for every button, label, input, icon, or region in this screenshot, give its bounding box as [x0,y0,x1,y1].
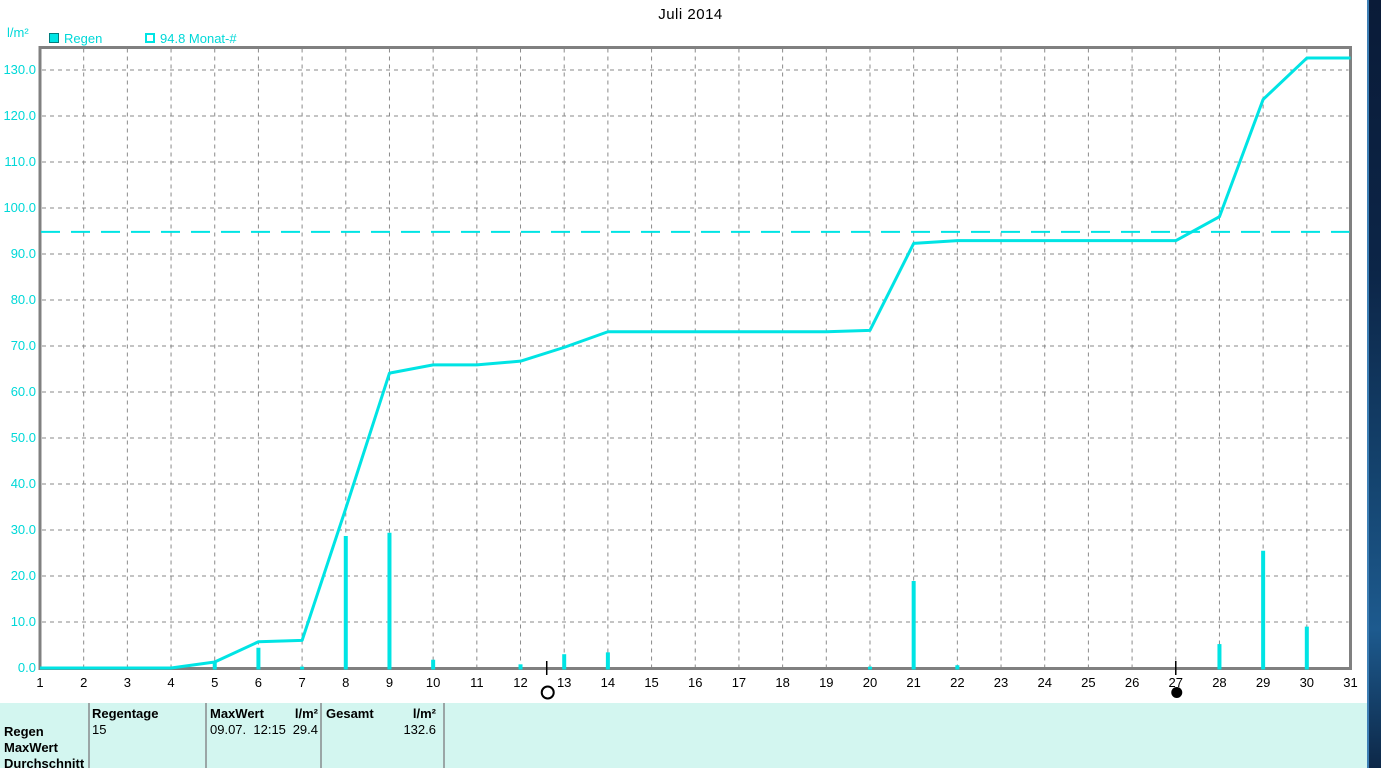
full-moon-icon [540,685,555,700]
legend-item-rain[interactable]: Regen [49,30,103,46]
value-maxwert-datetime: 09.07. 12:15 [210,722,286,737]
summary-table: Regen MaxWert Durchschnitt Regentage 15 … [0,703,1369,771]
svg-text:40.0: 40.0 [11,476,36,491]
svg-text:29: 29 [1256,675,1270,690]
legend-item-monthly-average[interactable]: 94.8 Monat-# [145,30,237,46]
table-separator [320,703,322,768]
svg-text:30: 30 [1300,675,1314,690]
header-gesamt-unit: l/m² [412,706,436,721]
rain-series-swatch-icon [49,33,59,43]
svg-text:10.0: 10.0 [11,614,36,629]
moon-markers [540,661,1183,700]
y-axis-unit-label: l/m² [7,25,29,40]
row-label-regen: Regen [4,724,44,739]
value-regentage: 15 [92,722,107,737]
svg-text:19: 19 [819,675,833,690]
value-gesamt-amount: 132.6 [403,722,436,737]
svg-text:130.0: 130.0 [3,62,36,77]
svg-text:50.0: 50.0 [11,430,36,445]
svg-text:9: 9 [386,675,393,690]
svg-text:5: 5 [211,675,218,690]
header-regentage: Regentage [92,706,159,721]
header-maxwert-unit: l/m² [294,706,318,721]
svg-text:1: 1 [36,675,43,690]
legend-average-label: 94.8 Monat-# [160,30,237,46]
svg-text:14: 14 [601,675,615,690]
svg-text:31: 31 [1343,675,1357,690]
svg-text:27: 27 [1169,675,1183,690]
svg-text:11: 11 [470,675,484,690]
svg-text:25: 25 [1081,675,1095,690]
gridlines [42,48,1349,667]
svg-text:10: 10 [426,675,440,690]
svg-text:8: 8 [342,675,349,690]
header-gesamt: Gesamt [326,706,374,721]
table-separator [88,703,90,768]
svg-text:60.0: 60.0 [11,384,36,399]
row-label-maxwert: MaxWert [4,740,58,755]
new-moon-icon [1171,687,1183,698]
table-separator [443,703,445,768]
svg-text:17: 17 [732,675,746,690]
rain-bars [212,532,1309,670]
cumulative-rain-line [40,56,1351,670]
svg-text:3: 3 [124,675,131,690]
svg-text:18: 18 [775,675,789,690]
svg-text:16: 16 [688,675,702,690]
svg-text:80.0: 80.0 [11,292,36,307]
svg-text:12: 12 [513,675,527,690]
svg-text:15: 15 [644,675,658,690]
svg-text:70.0: 70.0 [11,338,36,353]
svg-text:20: 20 [863,675,877,690]
svg-text:13: 13 [557,675,571,690]
svg-text:100.0: 100.0 [3,200,36,215]
svg-text:0.0: 0.0 [18,660,36,675]
svg-text:23: 23 [994,675,1008,690]
y-axis-labels: 0.0 10.0 20.0 30.0 40.0 50.0 60.0 70.0 80.0 90.0 1… [3,62,36,675]
svg-text:21: 21 [906,675,920,690]
svg-text:120.0: 120.0 [3,108,36,123]
svg-text:6: 6 [255,675,262,690]
svg-text:28: 28 [1212,675,1226,690]
table-separator [205,703,207,768]
x-axis-labels: 1 2 3 4 5 6 7 8 9 10 11 12 13 14 15 16 17 18 19 20 21 22 23 24 2… [36,675,1357,690]
svg-text:7: 7 [298,675,305,690]
row-label-durchschnitt: Durchschnitt [4,756,85,771]
svg-text:110.0: 110.0 [4,154,36,169]
header-maxwert: MaxWert [210,706,264,721]
svg-text:4: 4 [167,675,174,690]
svg-text:90.0: 90.0 [11,246,36,261]
legend-rain-label: Regen [64,30,103,46]
svg-text:26: 26 [1125,675,1139,690]
page-title: Juli 2014 [658,6,723,23]
value-maxwert-amount: 29.4 [292,722,318,737]
average-series-swatch-icon [145,33,155,43]
svg-text:22: 22 [950,675,964,690]
svg-text:24: 24 [1037,675,1051,690]
svg-text:30.0: 30.0 [11,522,36,537]
desktop-background-strip [1367,0,1381,768]
svg-text:20.0: 20.0 [11,568,36,583]
plot-border [38,46,1352,670]
svg-text:2: 2 [80,675,87,690]
